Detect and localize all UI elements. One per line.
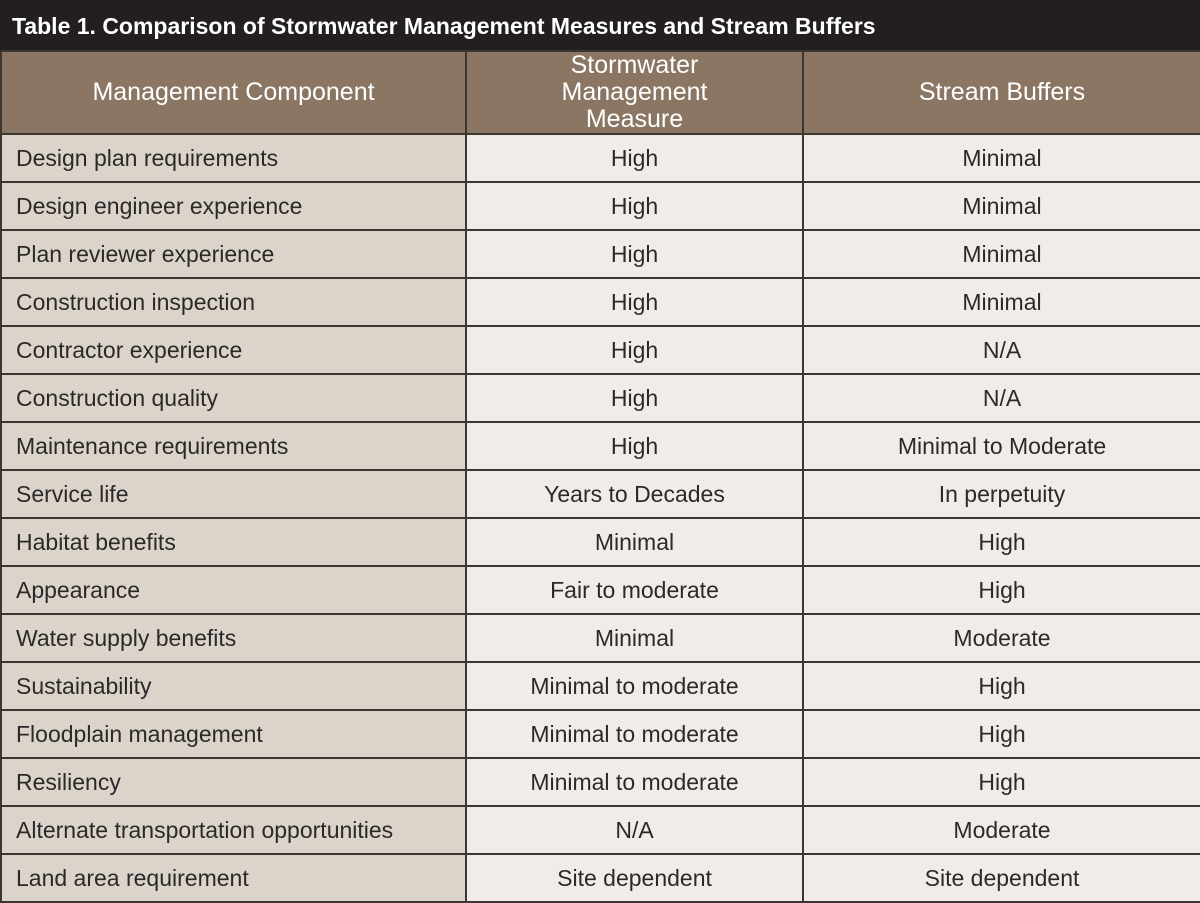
header-row: Management Component Stormwater Manageme…	[0, 50, 1200, 135]
cell-stormwater: High	[465, 181, 804, 231]
cell-component: Construction quality	[0, 373, 467, 423]
cell-component: Construction inspection	[0, 277, 467, 327]
cell-stormwater: High	[465, 325, 804, 375]
cell-buffers: Minimal	[802, 181, 1200, 231]
cell-buffers: In perpetuity	[802, 469, 1200, 519]
cell-buffers: High	[802, 709, 1200, 759]
column-header-buffers: Stream Buffers	[802, 50, 1200, 135]
table-row: Design engineer experience High Minimal	[0, 181, 1200, 231]
cell-component: Water supply benefits	[0, 613, 467, 663]
cell-buffers: N/A	[802, 325, 1200, 375]
cell-stormwater: Minimal	[465, 517, 804, 567]
cell-buffers: Moderate	[802, 613, 1200, 663]
table-row: Maintenance requirements High Minimal to M…	[0, 421, 1200, 471]
cell-buffers: N/A	[802, 373, 1200, 423]
table-title: Table 1. Comparison of Stormwater Manage…	[0, 0, 1200, 50]
cell-stormwater: High	[465, 229, 804, 279]
cell-stormwater: Years to Decades	[465, 469, 804, 519]
cell-buffers: High	[802, 661, 1200, 711]
table-row: Construction quality High N/A	[0, 373, 1200, 423]
cell-buffers: Site dependent	[802, 853, 1200, 903]
table-row: Floodplain management Minimal to moderate…	[0, 709, 1200, 759]
cell-component: Service life	[0, 469, 467, 519]
cell-stormwater: Fair to moderate	[465, 565, 804, 615]
cell-stormwater: High	[465, 373, 804, 423]
table-row: Service life Years to Decades In perpetuit…	[0, 469, 1200, 519]
cell-buffers: High	[802, 565, 1200, 615]
table-row: Resiliency Minimal to moderate High	[0, 757, 1200, 807]
table-row: Habitat benefits Minimal High	[0, 517, 1200, 567]
cell-component: Habitat benefits	[0, 517, 467, 567]
cell-buffers: Minimal	[802, 133, 1200, 183]
cell-buffers: High	[802, 757, 1200, 807]
cell-stormwater: Site dependent	[465, 853, 804, 903]
comparison-table: Management Component Stormwater Manageme…	[0, 50, 1200, 903]
cell-stormwater: High	[465, 277, 804, 327]
cell-stormwater: N/A	[465, 805, 804, 855]
table-row: Alternate transportation opportunities N/…	[0, 805, 1200, 855]
cell-buffers: Minimal	[802, 277, 1200, 327]
cell-component: Plan reviewer experience	[0, 229, 467, 279]
cell-stormwater: High	[465, 133, 804, 183]
cell-buffers: High	[802, 517, 1200, 567]
cell-component: Design engineer experience	[0, 181, 467, 231]
cell-buffers: Minimal to Moderate	[802, 421, 1200, 471]
table-row: Land area requirement Site dependent Site …	[0, 853, 1200, 903]
cell-component: Sustainability	[0, 661, 467, 711]
column-header-component: Management Component	[0, 50, 467, 135]
cell-component: Contractor experience	[0, 325, 467, 375]
table-row: Appearance Fair to moderate High	[0, 565, 1200, 615]
cell-stormwater: Minimal	[465, 613, 804, 663]
table-row: Water supply benefits Minimal Moderate	[0, 613, 1200, 663]
cell-buffers: Moderate	[802, 805, 1200, 855]
table-row: Construction inspection High Minimal	[0, 277, 1200, 327]
cell-buffers: Minimal	[802, 229, 1200, 279]
table-row: Sustainability Minimal to moderate High	[0, 661, 1200, 711]
cell-stormwater: Minimal to moderate	[465, 709, 804, 759]
cell-stormwater: Minimal to moderate	[465, 757, 804, 807]
cell-component: Alternate transportation opportunities	[0, 805, 467, 855]
table-row: Plan reviewer experience High Minimal	[0, 229, 1200, 279]
cell-component: Resiliency	[0, 757, 467, 807]
table-row: Design plan requirements High Minimal	[0, 133, 1200, 183]
cell-stormwater: High	[465, 421, 804, 471]
column-header-stormwater: Stormwater Management Measure	[465, 50, 804, 135]
cell-component: Design plan requirements	[0, 133, 467, 183]
cell-component: Floodplain management	[0, 709, 467, 759]
cell-component: Maintenance requirements	[0, 421, 467, 471]
cell-component: Appearance	[0, 565, 467, 615]
table-row: Contractor experience High N/A	[0, 325, 1200, 375]
cell-stormwater: Minimal to moderate	[465, 661, 804, 711]
column-header-stormwater-label: Stormwater Management Measure	[561, 51, 708, 133]
cell-component: Land area requirement	[0, 853, 467, 903]
